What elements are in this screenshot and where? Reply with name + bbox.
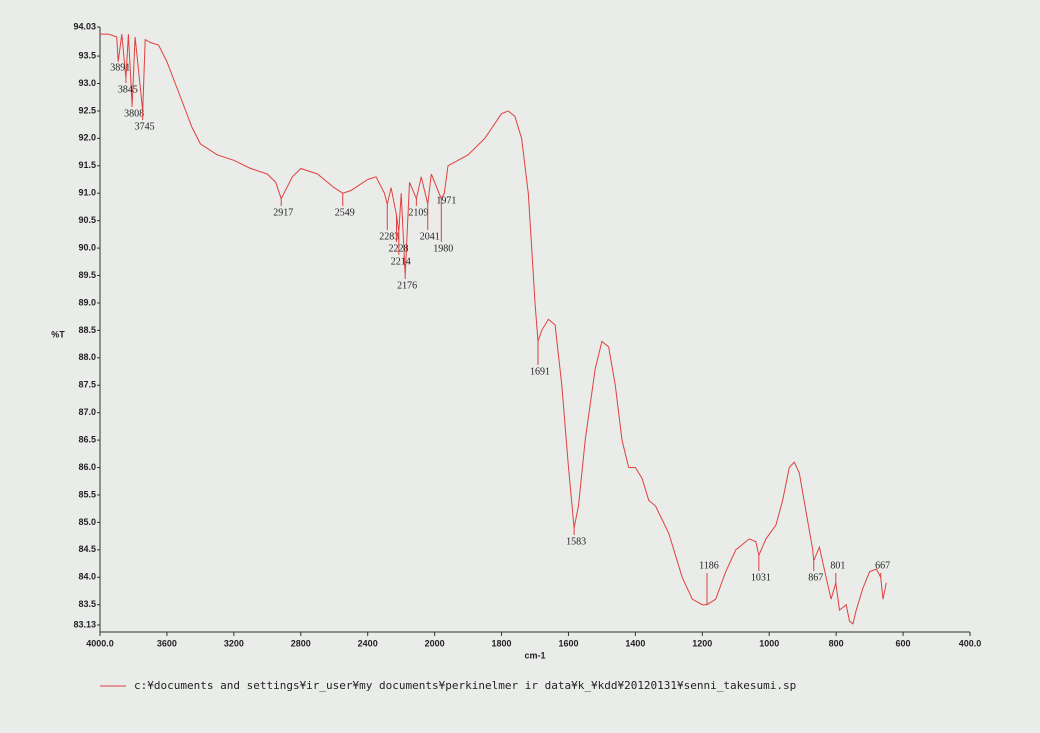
spectrum-line (100, 33, 887, 625)
y-tick-label: 88.5 (78, 325, 96, 335)
peak-label: 1031 (751, 572, 771, 583)
peak-label: 2176 (397, 280, 417, 291)
peak-label: 1186 (699, 560, 719, 571)
y-tick-label: 93.5 (78, 50, 96, 60)
peak-label: 1691 (530, 366, 550, 377)
x-tick-label: 4000.0 (86, 638, 114, 648)
x-tick-label: 1600 (558, 638, 578, 648)
y-tick-label: 85.5 (78, 489, 96, 499)
y-tick-label: 94.03 (73, 21, 96, 31)
y-axis-label: %T (51, 329, 65, 339)
peak-label: 1980 (433, 243, 453, 254)
y-tick-label: 90.0 (78, 242, 96, 252)
y-tick-label: 89.0 (78, 297, 96, 307)
y-tick-label: 83.5 (78, 599, 96, 609)
peak-label: 2109 (408, 207, 428, 218)
y-tick-label: 91.5 (78, 160, 96, 170)
y-tick-label: 92.0 (78, 133, 96, 143)
peak-label: 667 (875, 560, 890, 571)
peak-label: 1971 (436, 195, 456, 206)
x-tick-label: 3600 (157, 638, 177, 648)
x-tick-label: 2400 (358, 638, 378, 648)
y-tick-label: 88.0 (78, 352, 96, 362)
peak-label: 3891 (110, 62, 130, 73)
y-tick-label: 92.5 (78, 105, 96, 115)
peak-label: 1583 (566, 536, 586, 547)
y-tick-label: 84.5 (78, 544, 96, 554)
x-tick-label: 600 (896, 638, 911, 648)
peak-label: 2283 (379, 231, 399, 242)
y-tick-label: 93.0 (78, 78, 96, 88)
y-tick-label: 89.5 (78, 270, 96, 280)
y-tick-label: 86.5 (78, 434, 96, 444)
x-tick-label: 2800 (291, 638, 311, 648)
x-tick-label: 1800 (492, 638, 512, 648)
peak-label: 3845 (118, 84, 138, 95)
y-tick-label: 87.5 (78, 380, 96, 390)
peak-label: 801 (830, 560, 845, 571)
x-tick-label: 800 (829, 638, 844, 648)
x-tick-label: 1000 (759, 638, 779, 648)
x-tick-label: 3200 (224, 638, 244, 648)
x-axis-label: cm-1 (524, 650, 545, 660)
x-tick-label: 2000 (425, 638, 445, 648)
peak-label: 3808 (124, 108, 144, 119)
y-tick-label: 87.0 (78, 407, 96, 417)
peak-label: 2041 (420, 231, 440, 242)
y-tick-label: 83.13 (73, 619, 96, 629)
x-tick-label: 1200 (692, 638, 712, 648)
y-tick-label: 85.0 (78, 517, 96, 527)
peak-label: 3745 (135, 121, 155, 132)
peak-label: 2549 (335, 207, 355, 218)
y-tick-label: 86.0 (78, 462, 96, 472)
y-tick-label: 84.0 (78, 572, 96, 582)
peak-label: 2917 (273, 207, 293, 218)
y-tick-label: 90.5 (78, 215, 96, 225)
peak-label: 867 (808, 572, 823, 583)
x-tick-label: 400.0 (959, 638, 982, 648)
legend-text: c:¥documents and settings¥ir_user¥my doc… (134, 679, 796, 692)
y-tick-label: 91.0 (78, 188, 96, 198)
x-tick-label: 1400 (625, 638, 645, 648)
peak-label: 2214 (391, 256, 411, 267)
